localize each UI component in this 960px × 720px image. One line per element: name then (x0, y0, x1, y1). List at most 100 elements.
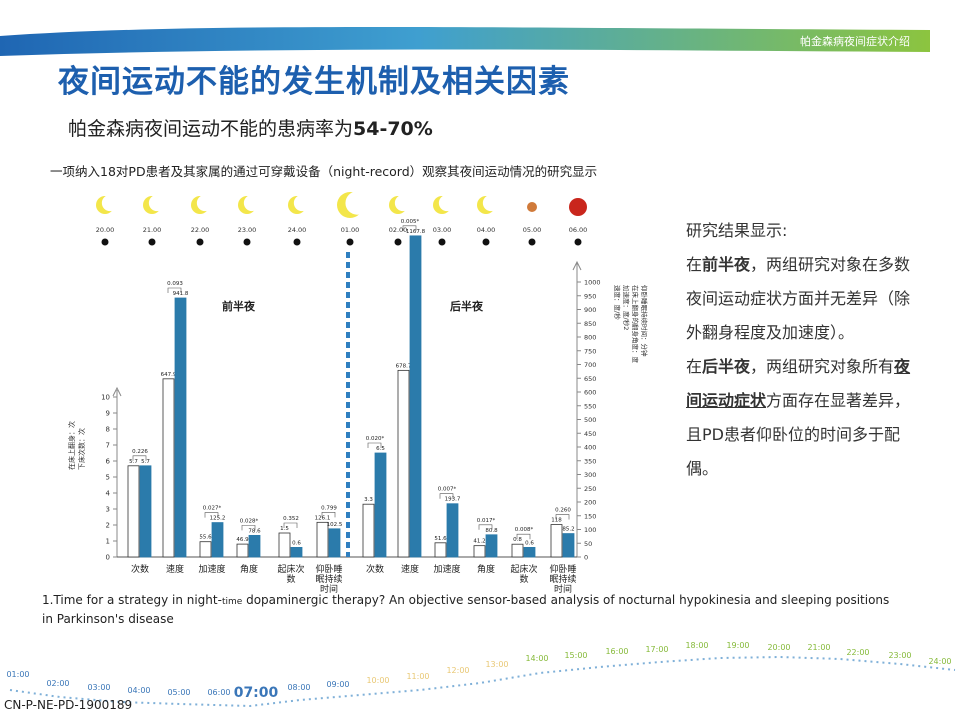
y-tick-label: 3 (106, 506, 110, 514)
moon-shadow (345, 191, 369, 215)
time-label: 20.00 (96, 226, 115, 234)
y2-tick-label: 450 (584, 430, 596, 438)
timeline-label: 19:00 (726, 641, 749, 650)
timeline-label: 16:00 (605, 647, 628, 656)
moon-shadow (148, 194, 166, 212)
timeline: 01:00 02:00 03:00 04:00 05:00 06:00 07:00 08:00… (6, 641, 956, 708)
y-axis-label: 下床次数：次 (77, 428, 86, 470)
bar (199, 541, 212, 558)
y2-tick-label: 650 (584, 375, 596, 383)
time-label: 24.00 (288, 226, 307, 234)
timeline-label: 18:00 (685, 641, 708, 650)
y2-tick-label: 250 (584, 485, 596, 493)
y-tick-label: 8 (106, 426, 110, 434)
p-bracket (439, 493, 454, 499)
value-label: 1.5 (280, 526, 289, 532)
x-tick-label: 次数 (365, 565, 384, 575)
time-dot (482, 238, 490, 246)
moon-shadow (438, 194, 456, 212)
value-label: 102.5 (327, 522, 343, 528)
y-tick-label: 1 (106, 538, 110, 546)
study-note: 一项纳入18对PD患者及其家属的通过可穿戴设备（night-record）观察其… (50, 164, 598, 179)
moon-shadow (394, 194, 412, 212)
timeline-label: 13:00 (485, 660, 508, 669)
timeline-label: 08:00 (287, 683, 310, 692)
value-label: 41.2 (473, 539, 485, 545)
p-bracket (167, 287, 182, 294)
value-label: 46.9 (236, 537, 249, 543)
bar (316, 521, 329, 558)
y2-tick-label: 400 (584, 444, 596, 452)
bar (523, 547, 536, 558)
y2-tick-label: 800 (584, 334, 596, 342)
header-band (0, 27, 930, 56)
y-tick-label: 0 (106, 554, 110, 562)
bar (162, 378, 175, 558)
bar (374, 452, 387, 558)
time-dot (148, 238, 156, 246)
time-dot (346, 238, 354, 246)
y2-tick-label: 100 (584, 526, 596, 534)
timeline-label: 17:00 (645, 645, 668, 654)
p-bracket (555, 514, 570, 520)
p-value: 0.020* (366, 436, 385, 442)
subtitle-text: 帕金森病夜间运动不能的患病率为 (68, 118, 354, 140)
y2-tick-label: 150 (584, 512, 596, 520)
value-label: 118 (551, 518, 562, 524)
value-label: 0.8 (513, 537, 522, 543)
time-label: 04.00 (477, 226, 496, 234)
p-value: 0.027* (203, 506, 222, 512)
moon-shadow (101, 194, 119, 212)
x-tick-label: 速度 (165, 565, 184, 575)
value-label: 941.8 (173, 291, 189, 297)
time-dot (574, 238, 582, 246)
value-label: 126.1 (315, 515, 331, 521)
footnote: 1.Time for a strategy in night-time dopa… (42, 592, 892, 628)
bar (236, 543, 249, 558)
x-tick-label: 角度 (239, 565, 258, 575)
value-label: 3.3 (364, 497, 373, 503)
timeline-label: 09:00 (326, 680, 349, 689)
y2-tick-label: 350 (584, 457, 596, 465)
bar (485, 534, 498, 558)
value-label: 51.6 (434, 536, 447, 542)
p-bracket (367, 442, 382, 448)
timeline-label: 12:00 (446, 666, 469, 675)
p-value: 0.260 (555, 508, 571, 514)
time-dot (196, 238, 204, 246)
value-label: 5.7 (141, 459, 150, 465)
time-dot (101, 238, 109, 246)
bar (139, 465, 152, 558)
y-tick-label: 6 (106, 458, 111, 466)
title: 夜间运动不能的发生机制及相关因素 (58, 64, 570, 100)
y2-tick-label: 50 (584, 540, 592, 548)
results: 研究结果显示: 在前半夜，两组研究对象在多数夜间运动症状方面并无差异（除外翻身程… (686, 214, 918, 486)
x-tick-label: 加速度 (198, 565, 226, 575)
p-bracket (516, 533, 531, 540)
y2-tick-label: 0 (584, 554, 588, 562)
subtitle: 帕金森病夜间运动不能的患病率为54-70% (68, 114, 433, 141)
bar (248, 534, 261, 558)
y2-tick-label: 950 (584, 292, 596, 300)
x-tick-label: 角度 (476, 565, 495, 575)
timeline-label: 01:00 (6, 670, 29, 679)
y2-axis-label: 速度：度/秒 (613, 285, 622, 320)
results-paragraph: 在前半夜，两组研究对象在多数夜间运动症状方面并无差异（除外翻身程度及加速度）。 (686, 248, 918, 350)
value-label: 55.6 (199, 535, 212, 541)
x-tick-label: 仰卧睡眠持续时间 (315, 565, 343, 595)
time-label: 03.00 (433, 226, 452, 234)
moon-shadow (293, 194, 311, 212)
y2-tick-label: 700 (584, 361, 596, 369)
time-dot (438, 238, 446, 246)
header-tag: 帕金森病夜间症状介绍 (800, 34, 910, 48)
sun-icon (527, 202, 537, 212)
p-bracket (321, 512, 336, 518)
value-label: 85.2 (562, 527, 574, 533)
text: 1.Time for a strategy in night- (42, 593, 222, 607)
bar (409, 235, 422, 558)
bar (174, 297, 187, 558)
y2-axis-label: 在床上翻身的翻身角度：度 (631, 285, 640, 364)
half-night-label: 后半夜 (450, 299, 484, 313)
